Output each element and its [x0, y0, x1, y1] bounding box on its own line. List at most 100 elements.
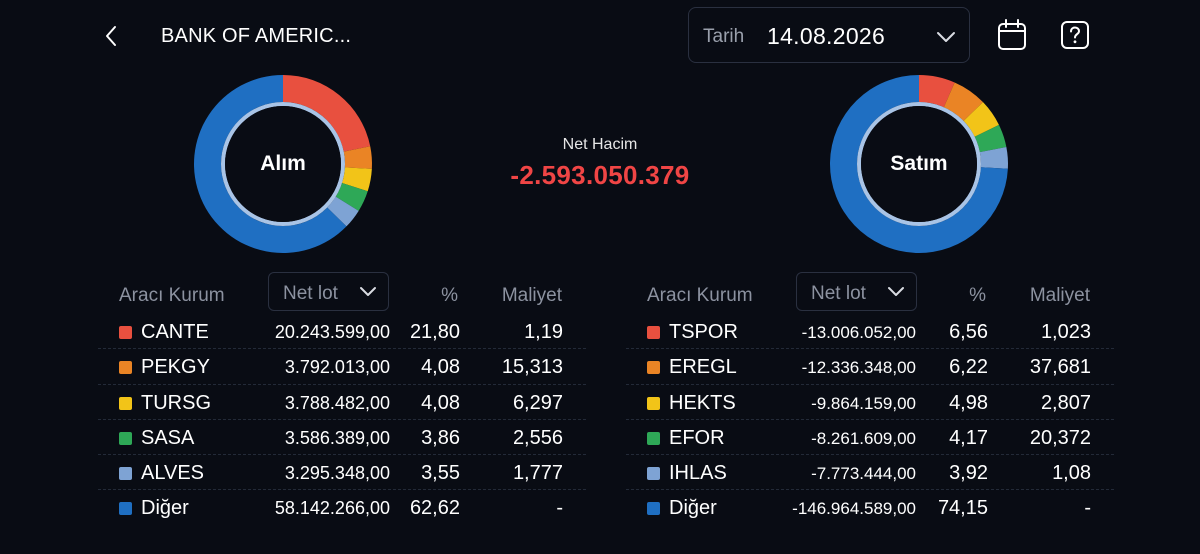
sell-donut-svg [830, 75, 1008, 254]
table-row[interactable]: IHLAS -7.773.444,00 3,92 1,08 [626, 455, 1114, 491]
table-row[interactable]: PEKGY 3.792.013,00 4,08 15,313 [98, 349, 586, 385]
buy-table-body: CANTE 20.243.599,00 21,80 1,19 PEKGY 3.792.01… [98, 314, 586, 526]
row-symbol: SASA [141, 426, 195, 449]
table-row[interactable]: Diğer -146.964.589,00 74,15 - [626, 490, 1114, 525]
buy-donut-chart: Alım [193, 74, 373, 254]
cost-column-header: Maliyet [1029, 285, 1090, 306]
row-lot: 3.792.013,00 [284, 357, 390, 378]
row-percent: 3,86 [421, 426, 460, 449]
broker-column-header: Aracı Kurum [119, 285, 225, 306]
donut-slice [335, 183, 368, 211]
row-lot: 3.295.348,00 [284, 463, 390, 484]
donut-slice [343, 146, 372, 169]
row-symbol: EFOR [669, 426, 725, 449]
legend-swatch [119, 326, 132, 339]
legend-swatch [647, 361, 660, 375]
row-cost: 2,556 [512, 426, 563, 449]
row-percent: 4,08 [421, 391, 460, 414]
row-lot: 58.142.266,00 [274, 498, 390, 519]
date-value: 14.08.2026 [767, 23, 886, 49]
donut-slice [193, 75, 347, 253]
help-button[interactable] [1059, 19, 1091, 51]
legend-swatch [119, 396, 132, 410]
row-cost: 1,023 [1040, 321, 1091, 343]
sell-table-header: Aracı Kurum Net lot % Maliyet [626, 272, 1114, 314]
row-cost: - [1084, 497, 1091, 520]
sell-label: Satım [890, 152, 948, 175]
page-title: BANK OF AMERIC... [161, 25, 352, 47]
buy-label: Alım [260, 152, 306, 175]
sell-table-body: TSPOR -13.006.052,00 6,56 1,023 EREGL -12.336… [626, 314, 1114, 526]
table-row[interactable]: HEKTS -9.864.159,00 4,98 2,807 [626, 385, 1114, 421]
row-lot: -12.336.348,00 [801, 358, 916, 378]
cost-column-header: Maliyet [501, 285, 562, 306]
table-row[interactable]: TSPOR -13.006.052,00 6,56 1,023 [626, 314, 1114, 350]
table-row[interactable]: TURSG 3.788.482,00 4,08 6,297 [98, 385, 586, 421]
table-row[interactable]: EREGL -12.336.348,00 6,22 37,681 [626, 349, 1114, 385]
buy-table-header: Aracı Kurum Net lot % Maliyet [98, 272, 586, 314]
buy-donut-svg [193, 75, 372, 253]
net-volume-label: Net Hacim [562, 136, 638, 153]
legend-swatch [119, 467, 132, 481]
row-lot: 20.243.599,00 [274, 322, 390, 342]
row-lot: -13.006.052,00 [801, 323, 916, 342]
table-row[interactable]: SASA 3.586.389,00 3,86 2,556 [98, 420, 586, 456]
row-cost: 6,297 [512, 391, 563, 414]
row-symbol: IHLAS [669, 462, 727, 485]
row-cost: 2,807 [1040, 391, 1091, 414]
row-cost: 37,681 [1029, 356, 1091, 379]
table-row[interactable]: Diğer 58.142.266,00 62,62 - [98, 490, 586, 525]
row-symbol: ALVES [141, 462, 204, 485]
legend-swatch [647, 467, 660, 481]
metric-select[interactable]: Net lot [268, 272, 389, 311]
donut-slice [830, 75, 1008, 254]
row-lot: 3.586.389,00 [284, 427, 390, 448]
row-symbol: Diğer [141, 497, 189, 520]
row-symbol: PEKGY [141, 356, 210, 379]
row-symbol: CANTE [141, 321, 209, 343]
legend-swatch [647, 431, 660, 445]
back-button[interactable] [100, 22, 124, 50]
table-row[interactable]: EFOR -8.261.609,00 4,17 20,372 [626, 420, 1114, 456]
metric-select-label: Net lot [283, 283, 338, 304]
row-percent: 6,56 [949, 321, 988, 343]
donut-inner-ring [857, 102, 981, 226]
row-percent: 3,55 [421, 462, 460, 485]
row-percent: 4,17 [949, 426, 988, 449]
date-picker[interactable]: Tarih 14.08.2026 [688, 7, 970, 63]
row-cost: 1,08 [1052, 462, 1091, 485]
date-label: Tarih [703, 26, 745, 47]
row-percent: 4,98 [949, 391, 988, 414]
sell-donut-chart: Satım [829, 74, 1009, 254]
row-symbol: Diğer [669, 497, 717, 520]
legend-swatch [119, 431, 132, 445]
chevron-left-icon [106, 26, 116, 46]
calendar-button[interactable] [996, 18, 1028, 52]
chevron-down-icon [360, 287, 376, 296]
donut-hole [861, 106, 977, 222]
table-row[interactable]: ALVES 3.295.348,00 3,55 1,777 [98, 455, 586, 491]
legend-swatch [119, 361, 132, 375]
row-percent: 6,22 [949, 356, 988, 379]
chevron-down-icon [937, 32, 955, 42]
row-cost: 20,372 [1029, 426, 1091, 449]
donut-slice [979, 146, 1008, 169]
row-lot: 3.788.482,00 [284, 392, 390, 413]
donut-slice [327, 196, 359, 227]
row-percent: 3,92 [949, 462, 988, 485]
donut-hole [225, 106, 341, 222]
metric-select[interactable]: Net lot [796, 272, 917, 311]
percent-column-header: % [441, 285, 458, 306]
question-icon [1061, 21, 1089, 49]
row-percent: 74,15 [937, 497, 988, 520]
row-percent: 62,62 [409, 497, 460, 520]
row-symbol: EREGL [669, 356, 737, 379]
table-row[interactable]: CANTE 20.243.599,00 21,80 1,19 [98, 314, 586, 350]
donut-slice [919, 75, 955, 108]
row-symbol: HEKTS [669, 391, 736, 414]
donut-slice [943, 82, 984, 121]
row-cost: 15,313 [501, 356, 563, 379]
net-volume-value: -2.593.050.379 [510, 160, 690, 190]
chevron-down-icon [888, 287, 904, 296]
calendar-icon [998, 19, 1026, 50]
